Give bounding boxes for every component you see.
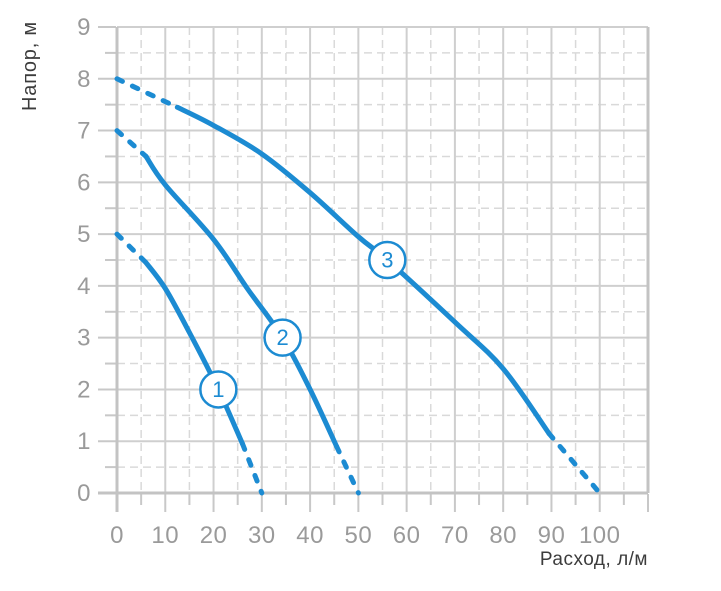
curve-2-solid <box>143 153 340 449</box>
curve-2-badge <box>263 318 302 357</box>
curve-2-dashed-start <box>114 128 149 159</box>
x-tick-label: 80 <box>489 522 517 549</box>
y-tick-label: 8 <box>77 66 91 93</box>
y-tick-label: 5 <box>77 221 91 248</box>
x-tick-label: 70 <box>441 522 469 549</box>
x-tick-label: 20 <box>200 522 228 549</box>
y-tick-label: 9 <box>77 14 91 41</box>
y-tick-label: 4 <box>77 273 91 300</box>
y-axis-title: Напор, м <box>19 21 41 111</box>
curve-1-badge-label: 1 <box>212 377 224 402</box>
curve-1-solid <box>143 260 245 447</box>
x-axis-title: Расход, л/м <box>539 549 648 570</box>
y-tick-label: 3 <box>77 325 91 352</box>
x-tick-label: 90 <box>538 522 566 549</box>
y-tick-label: 0 <box>77 480 91 507</box>
y-tick-label: 7 <box>77 118 91 145</box>
y-tick-label: 6 <box>77 169 91 196</box>
curve-2-dashed-end <box>334 443 361 496</box>
y-tick-label: 1 <box>77 428 91 455</box>
x-tick-label: 60 <box>393 522 421 549</box>
curve-3-dashed-start <box>114 76 180 110</box>
curve-1-dashed-end <box>240 441 265 496</box>
curve-3-badge <box>368 240 407 280</box>
curve-2-badge-label: 2 <box>276 325 288 350</box>
x-tick-label: 100 <box>579 522 621 549</box>
x-tick-label: 0 <box>110 522 124 549</box>
curve-1-dashed-start <box>114 231 149 266</box>
x-tick-label: 30 <box>248 522 276 549</box>
curve-3-dashed-end <box>546 431 603 496</box>
curve-3-badge-label: 3 <box>381 248 393 273</box>
x-tick-label: 50 <box>345 522 373 549</box>
curve-3-solid <box>174 104 552 436</box>
curve-1-badge <box>199 370 238 409</box>
y-tick-label: 2 <box>77 376 91 403</box>
x-tick-label: 10 <box>151 522 179 549</box>
x-tick-label: 40 <box>296 522 324 549</box>
